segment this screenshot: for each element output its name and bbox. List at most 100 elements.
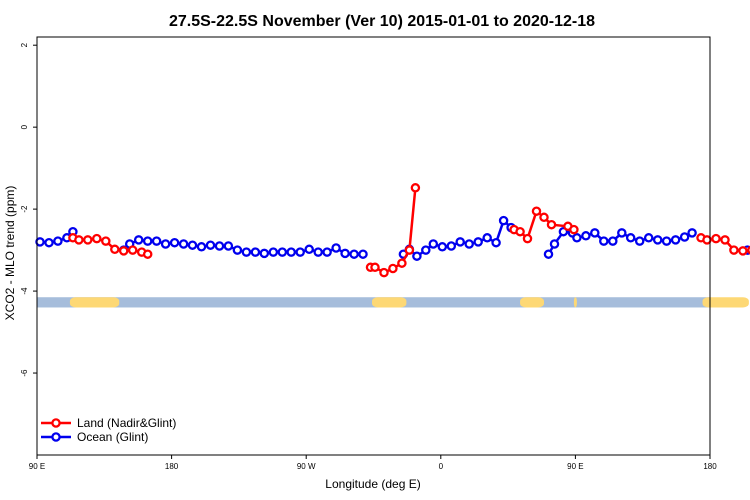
- ocean-data-point: [178, 239, 189, 249]
- ocean-data-point: [679, 232, 690, 242]
- ocean-data-point: [259, 248, 270, 259]
- ocean-data-point: [549, 239, 560, 249]
- x-axis-label: Longitude (deg E): [325, 477, 420, 491]
- land-data-point: [127, 245, 138, 255]
- ocean-data-point: [661, 236, 672, 246]
- land-data-point: [711, 233, 721, 244]
- y-tick-label: -6: [20, 369, 29, 377]
- y-tick-label: -4: [20, 287, 29, 295]
- ocean-data-point: [250, 247, 261, 257]
- ocean-data-point: [599, 236, 609, 246]
- x-tick-label: 90 E: [29, 462, 45, 471]
- land-data-point: [702, 235, 712, 245]
- land-data-point: [379, 267, 389, 278]
- ocean-data-point: [608, 236, 618, 246]
- ocean-data-point: [223, 241, 234, 251]
- land-data-point: [410, 183, 421, 193]
- ocean-data-point: [277, 247, 288, 257]
- ocean-data-point: [322, 247, 332, 257]
- legend: Land (Nadir&Glint)Ocean (Glint): [41, 416, 176, 444]
- ocean-data-point: [572, 233, 582, 243]
- land-series: [68, 183, 750, 278]
- land-strip-segment: [573, 297, 577, 308]
- ocean-data-point: [133, 235, 144, 245]
- ocean-data-point: [151, 236, 162, 246]
- ocean-data-point: [53, 236, 63, 246]
- ocean-data-point: [643, 233, 654, 243]
- land-data-point: [531, 206, 542, 216]
- land-strip-segment: [702, 297, 749, 308]
- ocean-data-point: [634, 236, 645, 246]
- ocean-data-point: [421, 245, 431, 255]
- y-axis-label: XCO2 - MLO trend (ppm): [3, 186, 17, 321]
- plot-frame: [36, 36, 711, 456]
- land-data-point: [539, 212, 549, 223]
- ocean-data-point: [340, 248, 350, 259]
- ocean-data-point: [35, 237, 45, 247]
- ocean-data-point: [491, 237, 501, 248]
- land-data-point: [92, 233, 102, 244]
- ocean-data-point: [313, 247, 323, 257]
- ocean-data-point: [241, 247, 252, 257]
- land-strip-segment: [69, 297, 120, 308]
- ocean-data-point: [464, 239, 474, 249]
- ocean-data-point: [304, 244, 314, 255]
- x-tick-label: 0: [439, 462, 444, 471]
- land-strip-segment: [372, 297, 407, 308]
- legend-land-label: Land (Nadir&Glint): [77, 416, 176, 430]
- land-data-point: [118, 246, 129, 256]
- ocean-data-point: [498, 215, 509, 226]
- land-data-point: [370, 262, 380, 273]
- x-axis-ticks: 90 E 180 90 W 0 90 E 180: [29, 455, 717, 471]
- ocean-data-point: [142, 236, 153, 246]
- ocean-data-point: [590, 228, 600, 238]
- ocean-data-point: [358, 249, 368, 259]
- ocean-data-point: [286, 247, 296, 257]
- ocean-data-point: [652, 235, 663, 245]
- ocean-data-point: [617, 228, 627, 238]
- y-tick-label: 0: [20, 124, 29, 129]
- x-tick-label: 90 E: [567, 462, 583, 471]
- ocean-data-point: [437, 242, 448, 252]
- y-axis-ticks: 2 0 -2 -4 -6: [20, 42, 37, 377]
- ocean-data-point: [349, 249, 359, 259]
- ocean-data-point: [295, 247, 305, 257]
- legend-ocean-marker: [51, 432, 61, 442]
- land-data-point: [74, 235, 84, 245]
- x-tick-label: 90 W: [297, 462, 316, 471]
- ocean-data-point: [232, 245, 243, 255]
- land-data-point: [388, 263, 398, 274]
- land-data-point: [720, 235, 730, 245]
- ocean-data-point: [670, 235, 681, 245]
- land-data-point: [522, 233, 533, 244]
- ocean-data-point: [44, 237, 54, 248]
- ocean-data-point: [543, 249, 554, 259]
- land-data-point: [738, 246, 748, 256]
- ocean-data-point: [428, 239, 439, 249]
- ocean-data-point: [268, 247, 279, 257]
- x-tick-label: 180: [703, 462, 717, 471]
- ocean-data-point: [687, 228, 697, 238]
- land-data-point: [546, 219, 557, 230]
- land-data-point: [397, 258, 407, 268]
- land-data-point: [729, 245, 739, 255]
- y-tick-label: -2: [20, 205, 29, 213]
- ocean-data-point: [446, 241, 457, 251]
- legend-ocean-label: Ocean (Glint): [77, 430, 148, 444]
- series-layer: [35, 183, 750, 278]
- ocean-data-point: [160, 239, 171, 249]
- ocean-data-point: [196, 242, 207, 252]
- ocean-data-point: [331, 243, 341, 253]
- y-tick-label: 2: [20, 42, 29, 47]
- ocean-data-point: [473, 237, 483, 247]
- legend-land-marker: [51, 418, 61, 428]
- surface-type-strip: [37, 297, 749, 308]
- ocean-data-point: [169, 237, 180, 248]
- land-data-point: [569, 224, 579, 235]
- land-data-point: [101, 236, 111, 246]
- ocean-data-point: [482, 233, 492, 243]
- ocean-data-point: [581, 231, 591, 241]
- land-series-line: [370, 187, 417, 275]
- land-strip-segment: [520, 297, 544, 308]
